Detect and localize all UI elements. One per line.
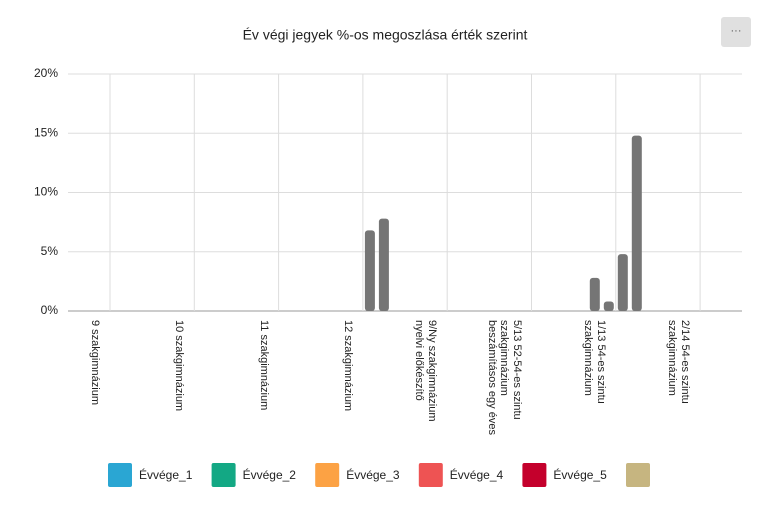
x-tick-label: 12 szakgimnázium bbox=[341, 320, 354, 412]
legend-label: Évvége_5 bbox=[553, 467, 607, 482]
y-tick-label: 5% bbox=[41, 244, 59, 258]
legend-swatch bbox=[315, 463, 340, 487]
bar bbox=[364, 230, 375, 311]
legend-label: Évvége_4 bbox=[450, 467, 504, 482]
chart-title: Év végi jegyek %-os megoszlása érték sze… bbox=[243, 27, 528, 43]
x-tick-label: 11 szakgimnázium bbox=[257, 320, 270, 411]
x-tick-label: 1/13 54-es szintu szakgimnázium bbox=[582, 320, 607, 404]
legend-swatch bbox=[108, 463, 132, 487]
x-tick-label: 9/Ny szakgimnázium nyelvi előkészítő bbox=[413, 320, 439, 422]
x-tick-label: 5/13 52-54-es szintu szakgimnázium beszá… bbox=[485, 320, 523, 435]
legend-swatch bbox=[626, 463, 650, 487]
legend-swatch bbox=[522, 463, 547, 487]
bar bbox=[589, 277, 600, 311]
legend-label: Évvége_1 bbox=[139, 467, 193, 482]
bar bbox=[603, 301, 614, 311]
legend-label: Évvége_2 bbox=[243, 467, 297, 482]
bar bbox=[378, 218, 389, 311]
y-tick-label: 15% bbox=[34, 125, 58, 139]
legend-label: Évvége_3 bbox=[346, 467, 400, 482]
x-tick-label: 10 szakgimnázium bbox=[173, 320, 186, 412]
legend-swatch bbox=[418, 463, 443, 487]
x-tick-label: 9 szakgimnázium bbox=[89, 320, 101, 405]
x-tick-label: 2/14 54-es szintu szakgimnázium bbox=[666, 320, 692, 404]
bar bbox=[617, 254, 628, 311]
y-tick-label: 20% bbox=[34, 66, 58, 80]
menu-button[interactable]: ··· bbox=[721, 17, 751, 47]
y-tick-label: 0% bbox=[41, 303, 59, 317]
y-tick-label: 10% bbox=[34, 185, 58, 199]
bar bbox=[631, 135, 642, 311]
legend-swatch bbox=[211, 463, 236, 487]
